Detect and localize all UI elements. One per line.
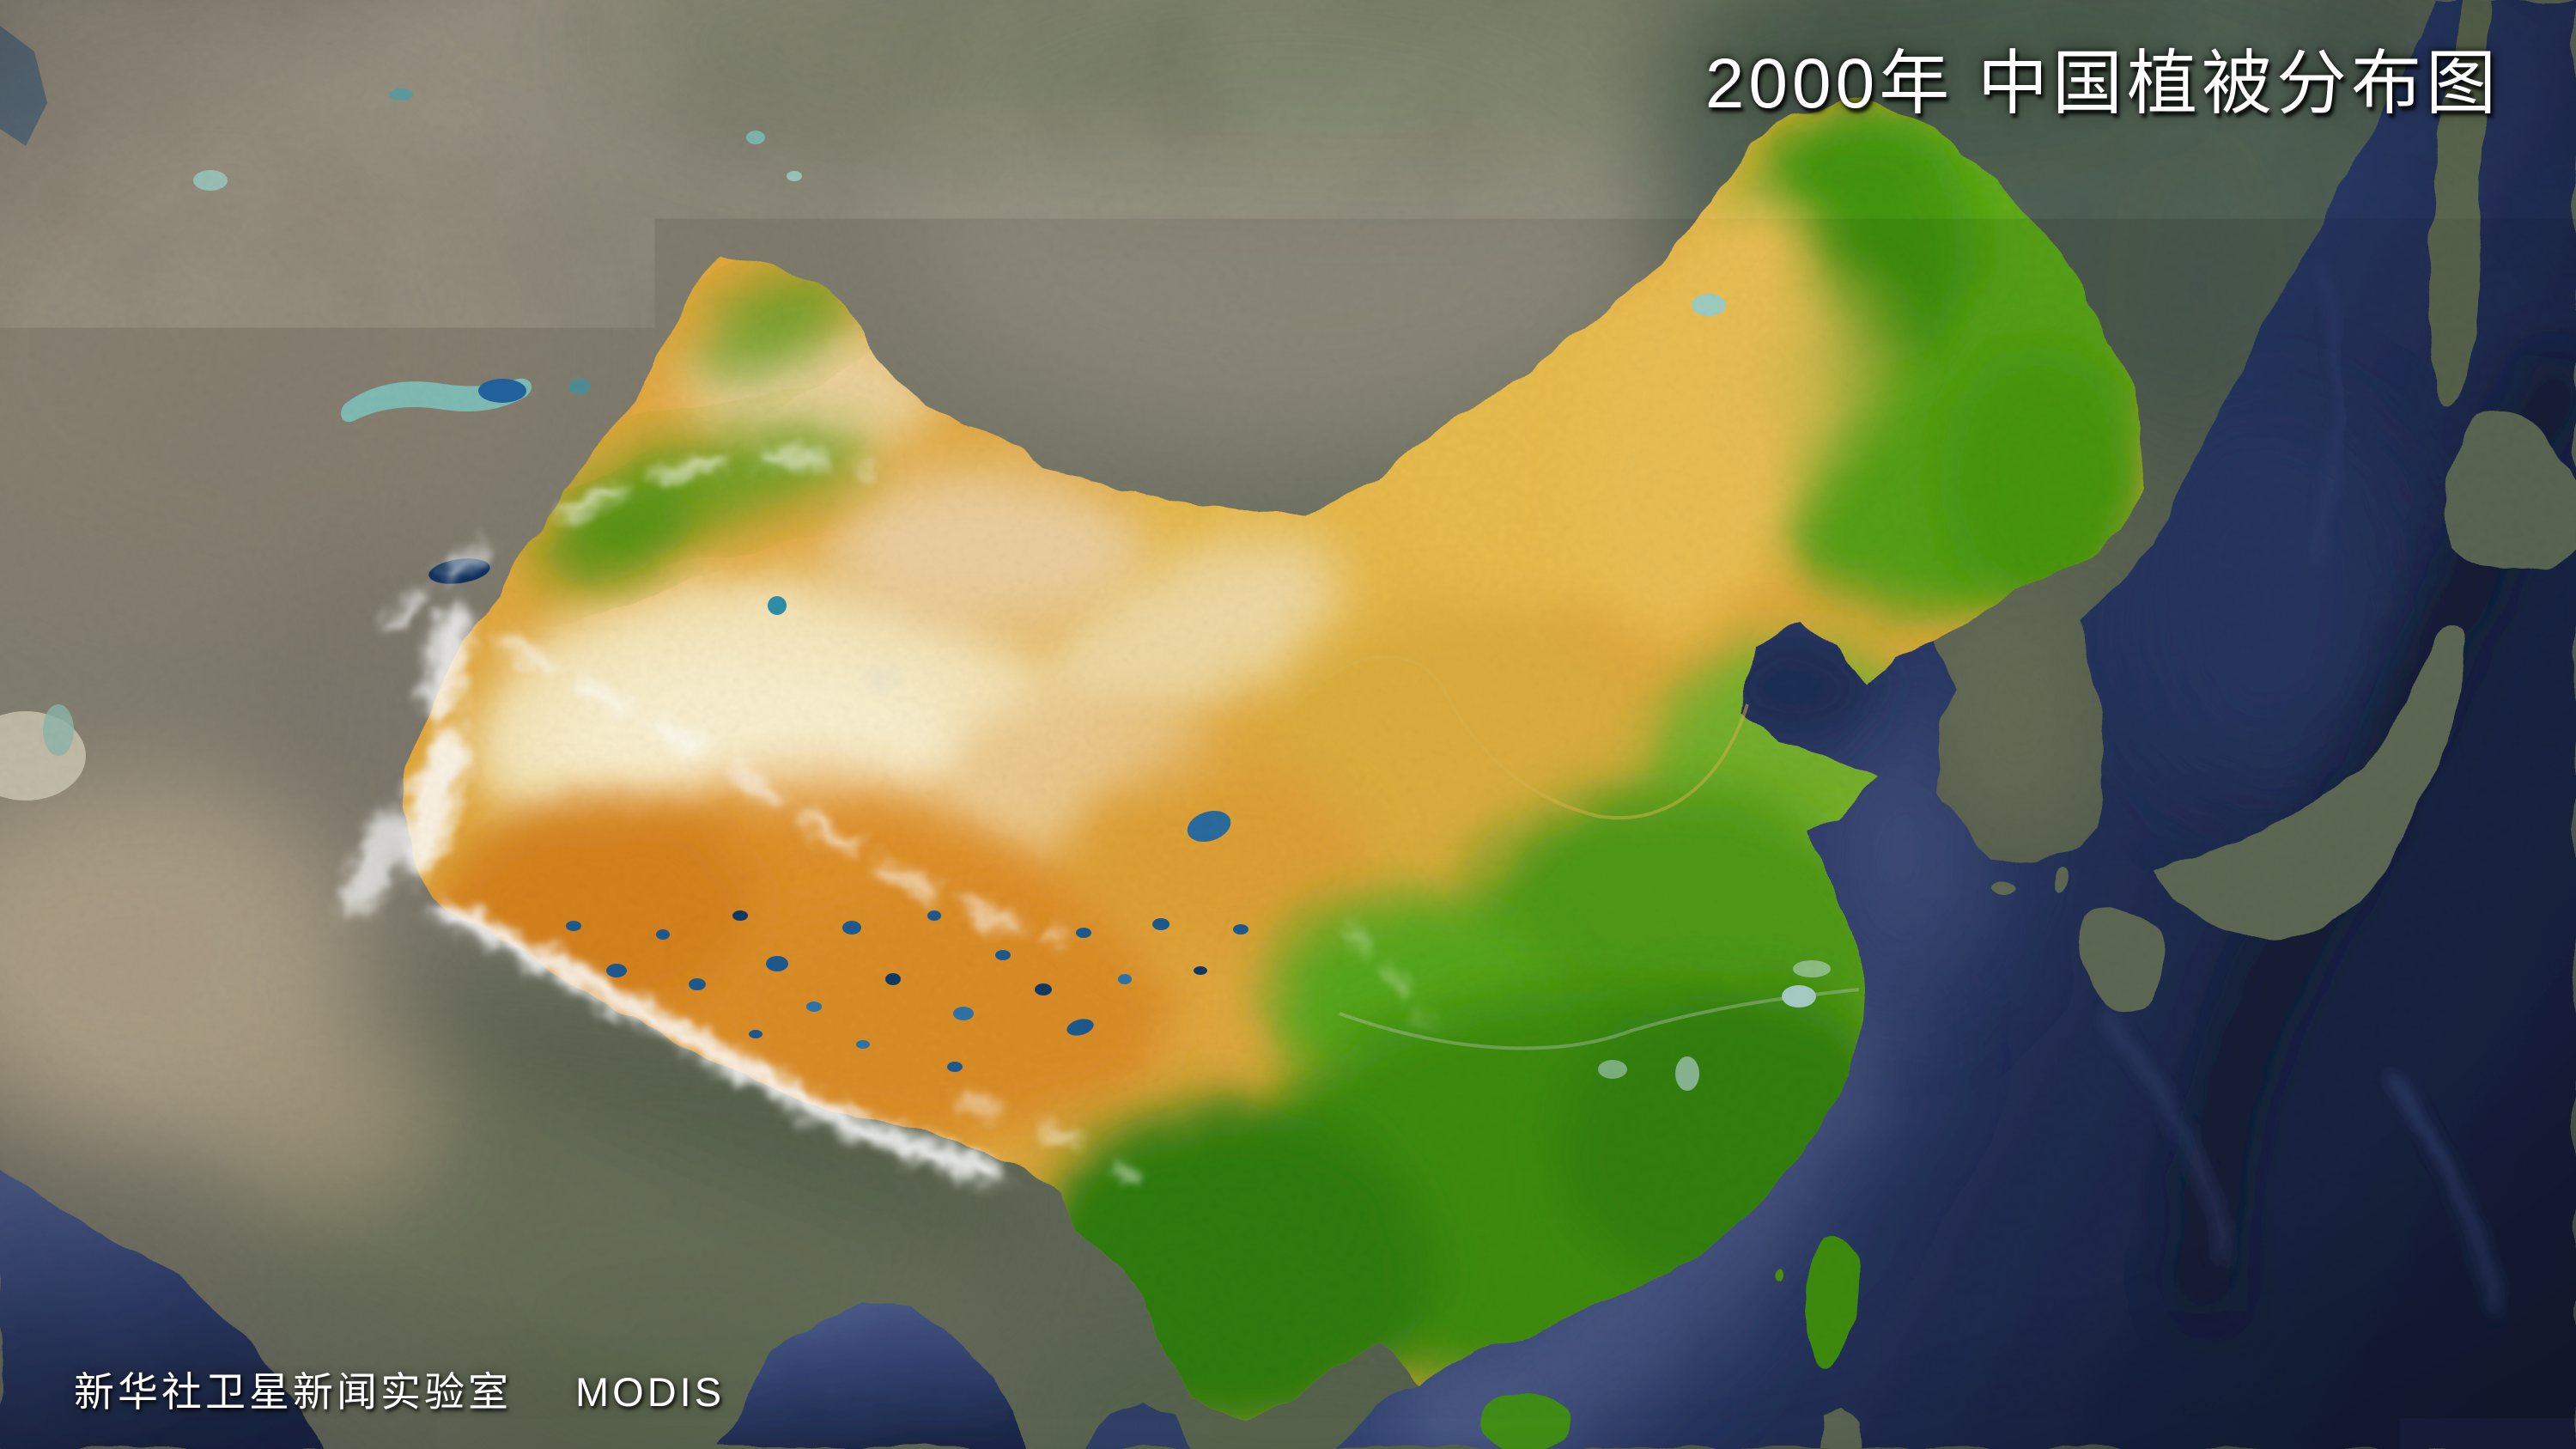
map-attribution: 新华社卫星新闻实验室 MODIS	[74, 1359, 725, 1418]
attribution-lab: 新华社卫星新闻实验室	[74, 1359, 512, 1418]
satellite-map-stage: 2000年 中国植被分布图 新华社卫星新闻实验室 MODIS	[0, 0, 2576, 1449]
attribution-source: MODIS	[575, 1368, 725, 1416]
map-title: 2000年 中国植被分布图	[1705, 26, 2500, 128]
vignette	[0, 0, 2576, 1449]
vegetation-map-canvas	[0, 0, 2576, 1449]
